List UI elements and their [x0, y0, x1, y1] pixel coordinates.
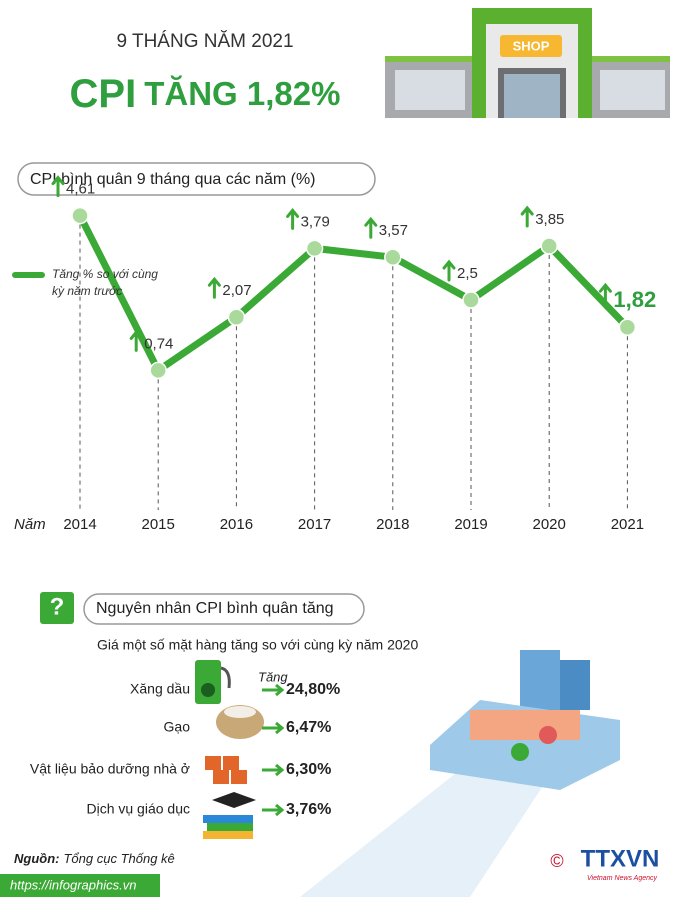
up-arrow	[442, 259, 456, 282]
causes-subtitle: Giá một số mặt hàng tăng so với cùng kỳ …	[97, 637, 418, 653]
up-arrow	[286, 208, 300, 230]
item-value: 3,76%	[286, 801, 331, 818]
x-tick-label: 2016	[220, 516, 253, 533]
value-label: 2,07	[222, 282, 251, 299]
header-subtitle: 9 THÁNG NĂM 2021	[116, 31, 293, 52]
url: https://infographics.vn	[10, 877, 136, 892]
x-tick-label: 2021	[611, 516, 644, 533]
item-value: 24,80%	[286, 681, 340, 698]
value-label: 3,57	[379, 222, 408, 239]
shop-sign: SHOP	[513, 38, 550, 53]
headline-main: CPI	[70, 72, 137, 116]
x-tick-label: 2014	[63, 516, 96, 533]
x-tick-label: 2017	[298, 516, 331, 533]
value-label: 2,5	[457, 265, 478, 282]
chart-title: CPI bình quân 9 tháng qua các năm (%)	[30, 171, 316, 188]
item-label: Vật liệu bảo dưỡng nhà ở	[30, 761, 190, 777]
x-tick-label: 2015	[142, 516, 175, 533]
item-arrow	[262, 803, 285, 817]
point	[540, 237, 558, 255]
url-bar	[0, 874, 160, 897]
point	[149, 361, 167, 380]
value-label: 0,74	[144, 335, 173, 352]
item-arrow	[262, 721, 285, 735]
copyright: ©	[550, 851, 563, 871]
source-text: Tổng cục Thống kê	[63, 851, 174, 866]
item-label: Dịch vụ giáo dục	[86, 801, 190, 817]
point	[462, 291, 480, 309]
up-arrow	[129, 330, 143, 352]
point	[618, 318, 637, 336]
legend-label: Tăng % so với cùng kỳ năm trước	[52, 267, 158, 298]
x-tick-label: 2018	[376, 516, 409, 533]
store-illustration	[300, 650, 620, 897]
value-label: 4,61	[66, 181, 95, 198]
point	[71, 206, 89, 225]
causes-title: Nguyên nhân CPI bình quân tăng	[96, 600, 334, 617]
value-label: 3,79	[301, 213, 330, 230]
item-label: Xăng dầu	[130, 681, 190, 697]
x-axis-label: Năm	[14, 516, 46, 533]
causes-title-box	[83, 593, 365, 625]
source-label: Nguồn:	[14, 851, 59, 866]
point	[384, 248, 402, 266]
headline-rest: TĂNG 1,82%	[144, 75, 340, 112]
value-label: 3,85	[535, 211, 564, 228]
up-arrow	[520, 205, 534, 228]
shop-illustration: SHOP	[385, 8, 670, 118]
point	[305, 239, 324, 258]
point	[227, 308, 246, 326]
headline: CPI TĂNG 1,82%	[70, 72, 341, 116]
item-icons	[195, 660, 264, 839]
item-value: 6,30%	[286, 761, 331, 778]
item-arrow	[262, 763, 285, 777]
chart-title-box	[17, 162, 376, 196]
line	[76, 212, 631, 374]
x-tick-label: 2019	[454, 516, 487, 533]
item-arrow	[262, 683, 285, 697]
x-tick-label: 2020	[533, 516, 566, 533]
agency: TTXVN	[581, 845, 660, 872]
item-label: Gạo	[164, 719, 191, 735]
up-arrow	[207, 276, 221, 299]
question-icon-text: ?	[50, 593, 65, 620]
up-arrow	[364, 216, 378, 239]
question-icon	[40, 592, 74, 624]
item-value: 6,47%	[286, 719, 331, 736]
up-arrow	[598, 282, 612, 309]
source: Nguồn: Tổng cục Thống kê	[14, 851, 175, 866]
up-arrow	[51, 175, 65, 198]
agency-en: Vietnam News Agency	[587, 875, 658, 882]
value-label: 1,82	[613, 287, 656, 312]
change-label: Tăng	[258, 669, 288, 684]
